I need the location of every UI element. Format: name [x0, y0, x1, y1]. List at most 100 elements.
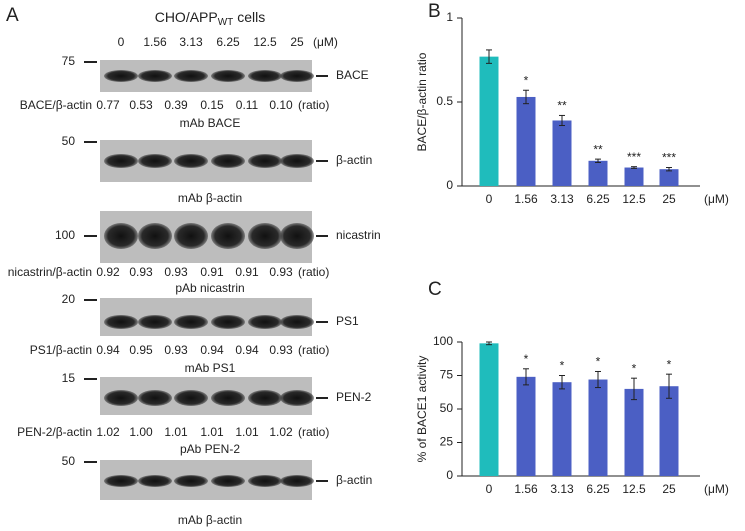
- x-tick-label: 25: [662, 192, 676, 206]
- ratio-value: 1.01: [200, 425, 224, 439]
- y-tick-label: 0: [446, 178, 453, 192]
- ratio-value: 0.93: [269, 265, 293, 279]
- blot-band: [280, 390, 314, 406]
- panel-title: CHO/APPWT cells: [155, 9, 266, 28]
- bar: [659, 169, 679, 186]
- x-tick-label: 12.5: [622, 192, 646, 206]
- ratio-value: 0.94: [235, 343, 259, 357]
- blot-band: [248, 390, 282, 406]
- significance: *: [632, 361, 637, 375]
- significance: ***: [627, 150, 641, 164]
- lane-label: 1.56: [143, 35, 167, 49]
- lane-label: 12.5: [253, 35, 277, 49]
- bar: [659, 386, 679, 476]
- ratio-value: 0.39: [164, 98, 188, 112]
- significance: *: [524, 73, 529, 87]
- bar: [479, 56, 499, 186]
- blot-band: [138, 475, 172, 487]
- ratio-value: 0.94: [96, 343, 120, 357]
- ratio-value: 1.02: [96, 425, 120, 439]
- ratio-unit: (ratio): [298, 425, 329, 439]
- blot-band: [211, 154, 245, 168]
- blot-band: [138, 154, 172, 168]
- y-tick-label: 0.5: [436, 94, 453, 108]
- y-tick-label: 100: [433, 334, 453, 348]
- blot-band: [174, 154, 208, 168]
- panel-label: A: [6, 5, 19, 26]
- ratio-value: 0.10: [269, 98, 293, 112]
- blot-band: [104, 223, 138, 249]
- ratio-label: BACE/β-actin: [20, 98, 92, 112]
- ratio-value: 0.93: [164, 343, 188, 357]
- blot-band: [138, 315, 172, 329]
- significance: **: [593, 142, 603, 156]
- x-tick-label: 3.13: [550, 482, 574, 496]
- ratio-value: 0.94: [200, 343, 224, 357]
- x-unit-label: (μM): [704, 482, 729, 496]
- blot-band: [174, 70, 208, 82]
- y-tick-label: 75: [440, 368, 454, 382]
- blot-band: [104, 390, 138, 406]
- bar: [624, 167, 644, 186]
- ratio-label: nicastrin/β-actin: [8, 265, 92, 279]
- x-tick-label: 6.25: [586, 192, 610, 206]
- bar: [588, 160, 608, 186]
- x-tick-label: 3.13: [550, 192, 574, 206]
- blot-band: [138, 70, 172, 82]
- significance: **: [557, 99, 567, 113]
- blot-band: [174, 390, 208, 406]
- blot-label: PS1: [336, 314, 359, 328]
- y-tick-label: 0: [446, 468, 453, 482]
- blot-band: [104, 70, 138, 82]
- blot-band: [280, 154, 314, 168]
- panel-label: B: [428, 1, 441, 22]
- ratio-value: 1.01: [235, 425, 259, 439]
- blot-band: [280, 315, 314, 329]
- antibody-label: pAb PEN-2: [180, 442, 240, 456]
- blot-band: [174, 315, 208, 329]
- ratio-value: 0.77: [96, 98, 120, 112]
- y-tick-label: 50: [440, 401, 454, 415]
- antibody-label: mAb PS1: [185, 361, 236, 375]
- blot-band: [211, 70, 245, 82]
- blot-band: [138, 223, 172, 249]
- bar: [552, 120, 572, 186]
- blot-label: β-actin: [336, 473, 372, 487]
- ratio-value: 0.93: [129, 265, 153, 279]
- ratio-value: 0.11: [236, 98, 259, 112]
- bar: [516, 376, 536, 476]
- ratio-value: 0.53: [129, 98, 153, 112]
- blot-band: [174, 223, 208, 249]
- ratio-value: 0.15: [200, 98, 224, 112]
- antibody-label: mAb β-actin: [178, 513, 242, 527]
- lane-label: 0: [118, 35, 125, 49]
- blot-band: [211, 315, 245, 329]
- x-tick-label: 1.56: [514, 482, 538, 496]
- blot-band: [248, 223, 282, 249]
- panel-label: C: [428, 279, 442, 300]
- significance: *: [596, 355, 601, 369]
- marker-label: 50: [62, 454, 76, 468]
- ratio-value: 1.00: [129, 425, 153, 439]
- significance: *: [667, 357, 672, 371]
- blot-label: PEN-2: [336, 390, 372, 404]
- ratio-value: 0.93: [164, 265, 188, 279]
- blot-band: [280, 475, 314, 487]
- significance: *: [560, 359, 565, 373]
- x-tick-label: 6.25: [586, 482, 610, 496]
- bar: [516, 96, 536, 186]
- x-unit-label: (μM): [704, 192, 729, 206]
- bar: [552, 382, 572, 476]
- x-tick-label: 12.5: [622, 482, 646, 496]
- bar: [479, 343, 499, 476]
- blot-band: [104, 154, 138, 168]
- x-tick-label: 0: [486, 482, 493, 496]
- bar: [624, 388, 644, 476]
- blot-band: [211, 390, 245, 406]
- ratio-value: 0.91: [200, 265, 224, 279]
- bar: [588, 379, 608, 476]
- antibody-label: mAb BACE: [180, 116, 241, 130]
- marker-label: 75: [62, 54, 76, 68]
- ratio-value: 0.91: [235, 265, 259, 279]
